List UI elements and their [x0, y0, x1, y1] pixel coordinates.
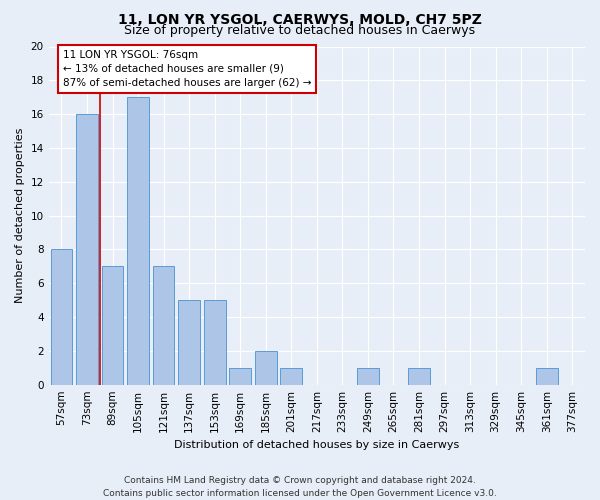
- Bar: [76, 114, 98, 384]
- Text: Size of property relative to detached houses in Caerwys: Size of property relative to detached ho…: [124, 24, 476, 37]
- Text: 11 LON YR YSGOL: 76sqm
← 13% of detached houses are smaller (9)
87% of semi-deta: 11 LON YR YSGOL: 76sqm ← 13% of detached…: [63, 50, 311, 88]
- Bar: [357, 368, 379, 384]
- Bar: [178, 300, 200, 384]
- Bar: [536, 368, 557, 384]
- Bar: [280, 368, 302, 384]
- X-axis label: Distribution of detached houses by size in Caerwys: Distribution of detached houses by size …: [174, 440, 460, 450]
- Bar: [229, 368, 251, 384]
- Text: Contains HM Land Registry data © Crown copyright and database right 2024.
Contai: Contains HM Land Registry data © Crown c…: [103, 476, 497, 498]
- Text: 11, LON YR YSGOL, CAERWYS, MOLD, CH7 5PZ: 11, LON YR YSGOL, CAERWYS, MOLD, CH7 5PZ: [118, 12, 482, 26]
- Bar: [153, 266, 175, 384]
- Bar: [127, 97, 149, 384]
- Bar: [50, 250, 72, 384]
- Bar: [408, 368, 430, 384]
- Y-axis label: Number of detached properties: Number of detached properties: [15, 128, 25, 304]
- Bar: [204, 300, 226, 384]
- Bar: [255, 351, 277, 384]
- Bar: [101, 266, 124, 384]
